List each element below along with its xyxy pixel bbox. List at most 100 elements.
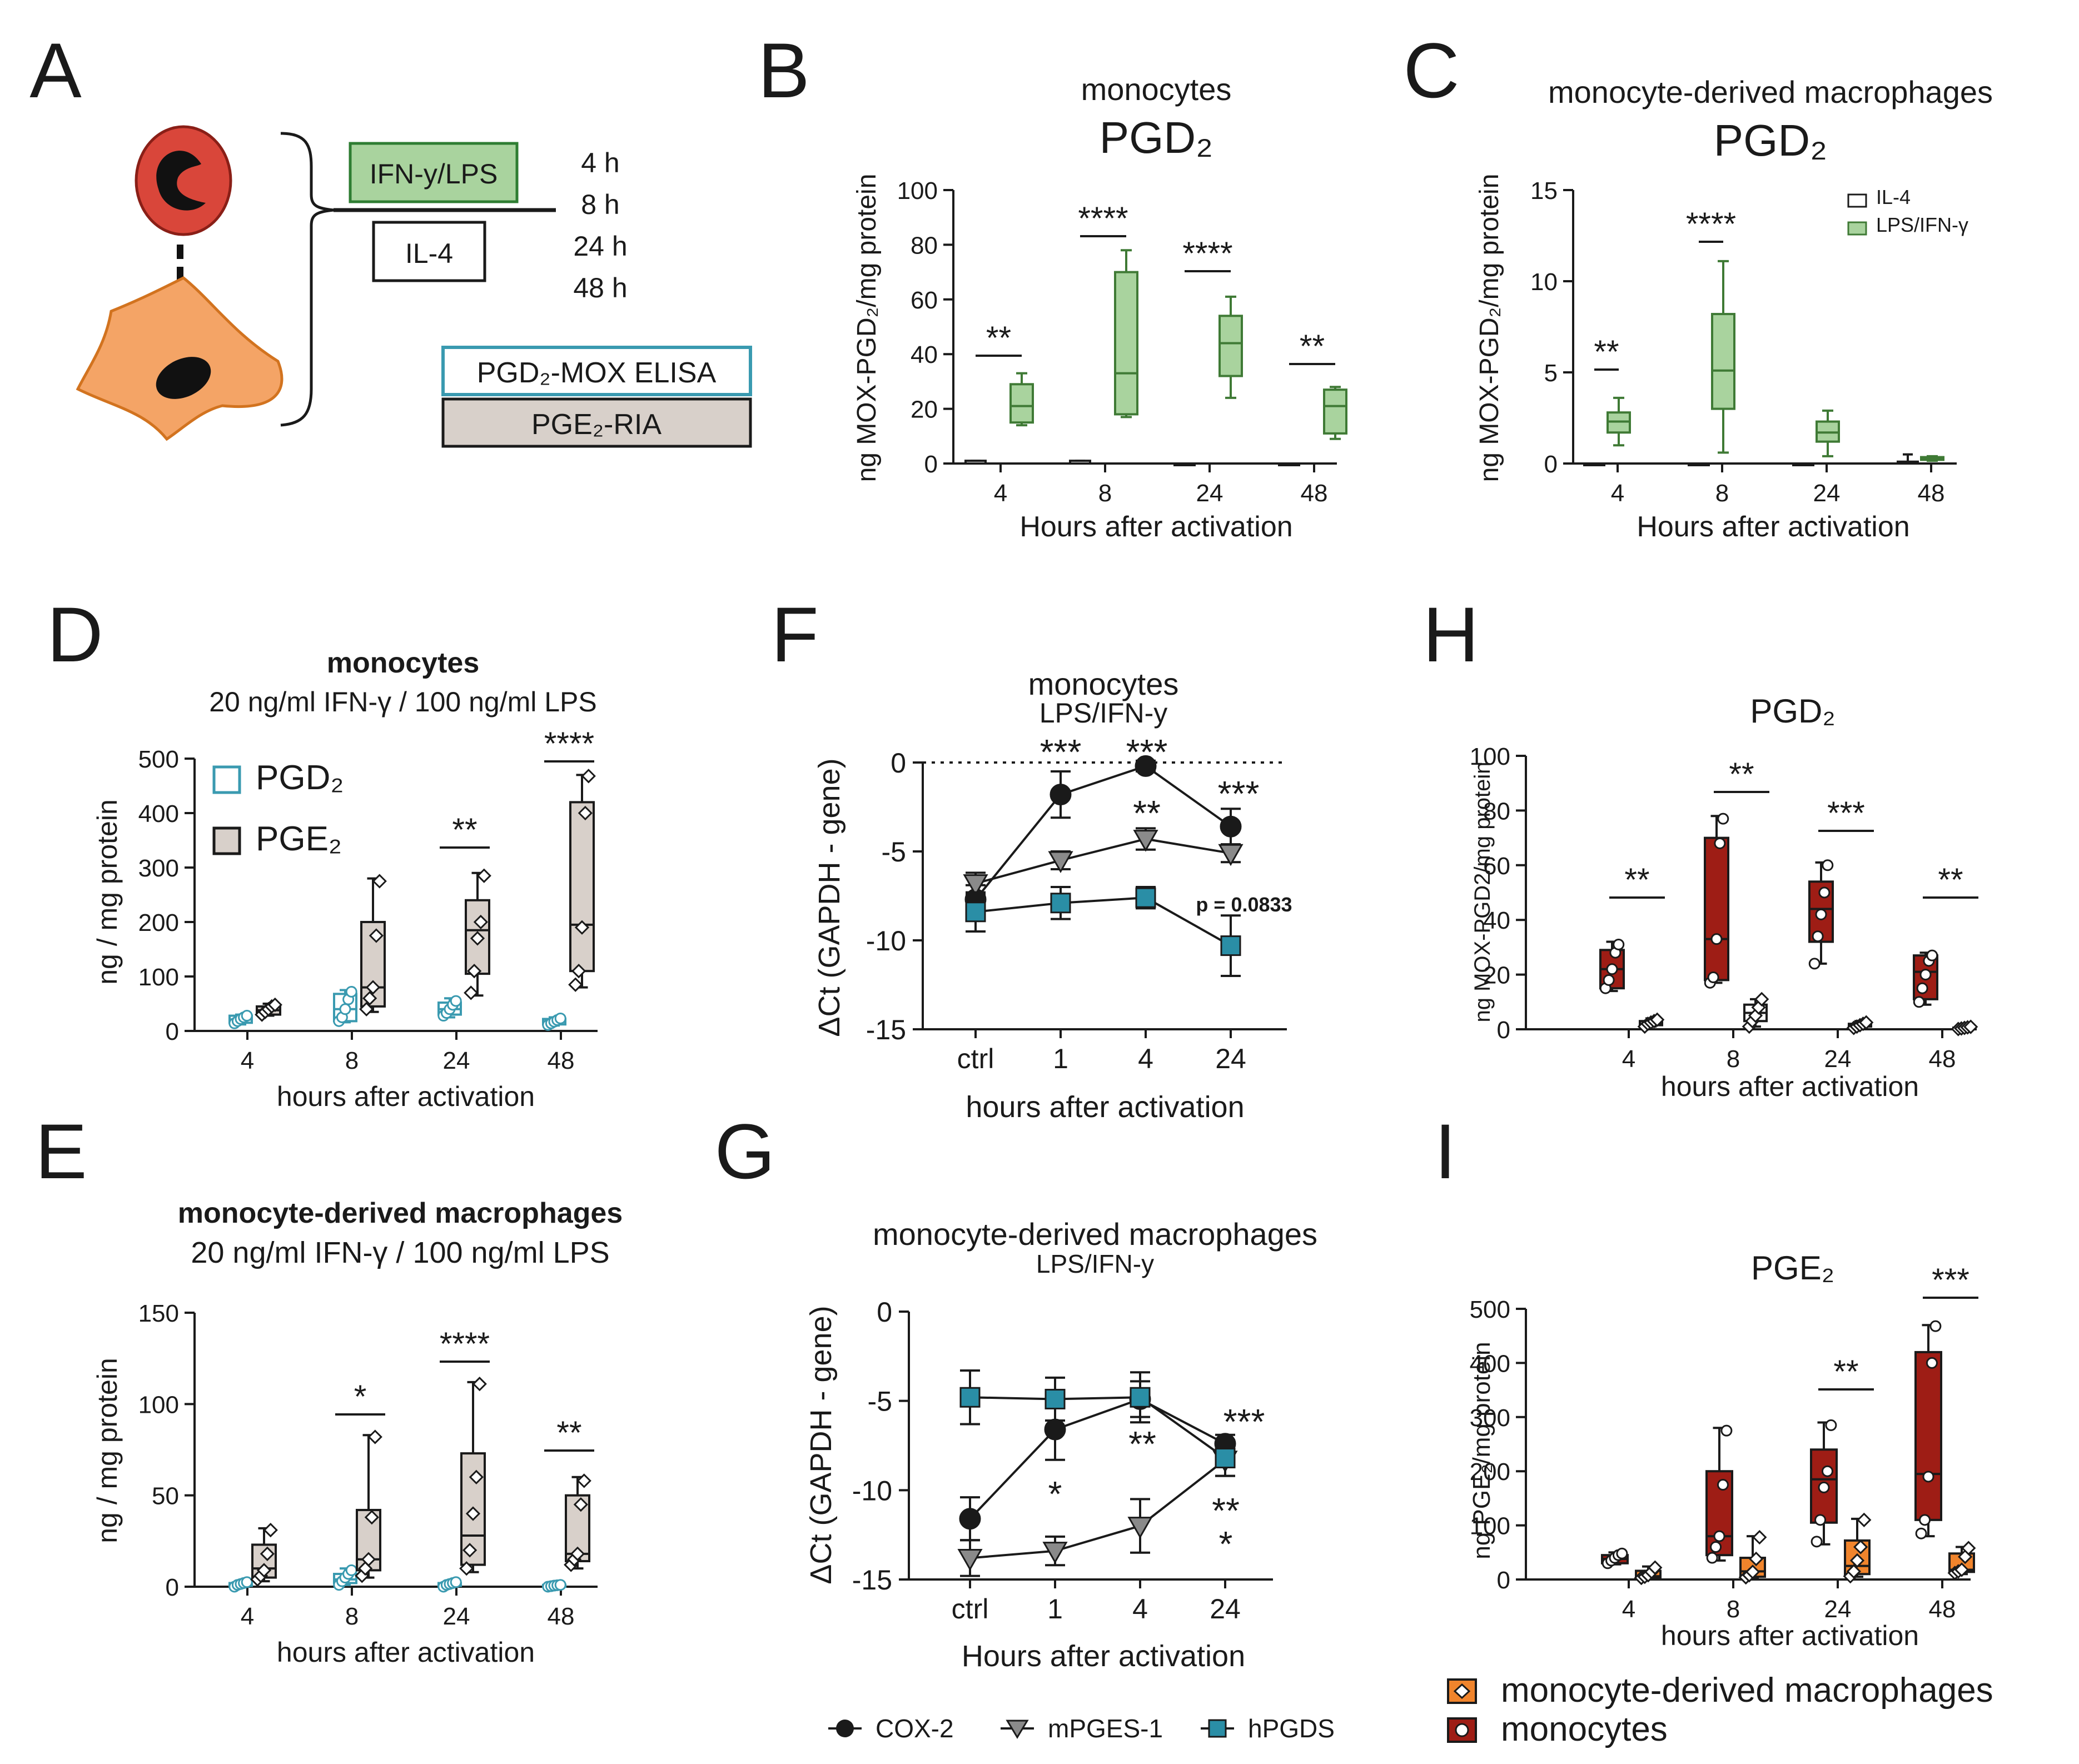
panel-h-series0-point [1916, 982, 1928, 994]
panel-h-series0-point [1603, 974, 1615, 986]
panel-c-ytick-label: 0 [1544, 451, 1558, 478]
panel-h-sig-stars: ** [1729, 756, 1754, 793]
panel-i-sig-stars: ** [1833, 1354, 1858, 1390]
panel-i-series1-point [1853, 1539, 1868, 1554]
panel-label-b: B [758, 27, 809, 114]
panel-h-series0-point [1913, 996, 1925, 1008]
panel-d-xtick-label: 4 [241, 1047, 254, 1074]
panel-e-ytick-label: 0 [166, 1574, 179, 1601]
panel-d-series1-point [581, 769, 596, 784]
panel-i-series0-point [1825, 1419, 1837, 1431]
panel-h-ytick-label: 20 [1483, 962, 1510, 989]
y-axis-label: ng / mg protein [92, 799, 123, 985]
chart-title: monocytes [327, 647, 480, 679]
y-axis-label: ΔCt (GAPDH - gene) [804, 1305, 838, 1584]
panel-h-series0-point [1812, 930, 1824, 943]
panel-i-ytick-label: 400 [1470, 1350, 1510, 1377]
hpgds-marker [1220, 935, 1241, 956]
panel-b-sig-stars: ** [1300, 328, 1325, 365]
hpgds-marker [1050, 893, 1071, 914]
legend-hpgds-marker [1208, 1719, 1227, 1738]
panel-e-series1-point [367, 1429, 382, 1444]
panel-i-series1-point [1752, 1529, 1767, 1545]
panel-d-sig-stars: **** [544, 726, 594, 762]
panel-h-series0-point [1714, 837, 1726, 849]
panel-e-series1-point [364, 1509, 380, 1525]
x-axis-label: Hours after activation [1019, 511, 1292, 543]
mpges1-marker [1048, 851, 1073, 874]
panel-b-xtick-label: 24 [1196, 480, 1223, 507]
panel-h-series0-point [1717, 813, 1729, 825]
series-line-1 [975, 838, 1231, 885]
panel-i-ytick-label: 200 [1470, 1458, 1510, 1486]
x-axis-label: Hours after activation [1637, 511, 1909, 543]
panel-i-series1-point [1857, 1512, 1872, 1527]
chart-subtitle: 20 ng/ml IFN-γ / 100 ng/ml LPS [209, 686, 597, 717]
x-axis-label: hours after activation [277, 1637, 535, 1668]
panel-i-series0-point [1811, 1536, 1823, 1548]
panel-label-i: I [1435, 1108, 1456, 1195]
macrophage-cell-icon [76, 276, 284, 441]
chart-subtitle: 20 ng/ml IFN-γ / 100 ng/ml LPS [191, 1236, 609, 1269]
xtick-label: 1 [1053, 1043, 1068, 1074]
panel-i-series0-point [1706, 1552, 1718, 1564]
panel-c-ytick-label: 5 [1544, 360, 1558, 387]
hpgds-marker [1215, 1447, 1236, 1468]
ytick-label: 0 [877, 1297, 892, 1328]
x-axis-label: hours after activation [1661, 1071, 1919, 1102]
ytick-label: -5 [868, 1386, 892, 1417]
chart-title: PGE₂ [1751, 1249, 1834, 1287]
ytick-label: -10 [852, 1475, 892, 1506]
hpgds-marker [965, 901, 986, 923]
sig-hpgds-24h: *** [1223, 1402, 1265, 1442]
mpges1-marker [963, 874, 988, 896]
panel-h-sig-stars: *** [1827, 795, 1865, 831]
panel-d-series1-point [470, 931, 485, 946]
legend-cox2-label: COX-2 [876, 1714, 954, 1743]
panel-h-xtick-label: 8 [1727, 1045, 1740, 1073]
panel-b-sig-stars: **** [1182, 236, 1232, 272]
panel-e-ytick-label: 100 [138, 1391, 179, 1418]
x-axis-label: Hours after activation [962, 1640, 1245, 1673]
panel-d-series1-point [476, 868, 491, 883]
legend-mpges1-label: mPGES-1 [1048, 1714, 1163, 1743]
legend-il4-swatch [1847, 193, 1867, 208]
panel-i-series1-point [1849, 1553, 1865, 1568]
chart-subtitle: PGD₂ [1100, 113, 1213, 162]
panel-d-ytick-label: 200 [138, 909, 179, 936]
panel-h-xtick-label: 48 [1929, 1045, 1956, 1073]
panel-e-series1-point [260, 1546, 275, 1561]
legend-lps-label: LPS/IFN-γ [1876, 213, 1968, 236]
panel-i-series0-point [1717, 1479, 1729, 1491]
panel-e-xtick-label: 48 [548, 1603, 575, 1630]
panel-h-series0-point [1707, 971, 1719, 984]
panel-c-series1-box [1711, 313, 1735, 410]
panel-e-series1-point [256, 1563, 272, 1578]
panel-b-sig-stars: ** [986, 320, 1011, 356]
y-axis-label: ng MOX-PGD₂/mg protein [852, 174, 882, 482]
panel-d-series1-box [569, 801, 595, 973]
panel-h-series1-point [1754, 991, 1769, 1007]
panel-b-series1-box [1114, 271, 1138, 416]
sig-cox2-1h: *** [1040, 732, 1082, 772]
panel-i-series1-point [1961, 1541, 1976, 1556]
xtick-label: 1 [1047, 1593, 1063, 1625]
cox2-marker [1135, 755, 1157, 777]
differentiation-dash [177, 245, 183, 259]
panel-e-series1-point [459, 1561, 474, 1576]
panel-h-series0-point [1815, 908, 1827, 920]
panel-d-series1-point [473, 914, 489, 930]
panel-e-series1-point [462, 1543, 478, 1558]
hpgds-marker [959, 1387, 981, 1408]
panel-label-d: D [47, 591, 103, 678]
panel-d-series0-point [241, 1010, 253, 1022]
mpges1-marker [957, 1548, 983, 1571]
series-line-0 [974, 765, 1232, 900]
panel-h-ytick-label: 0 [1497, 1016, 1510, 1044]
panel-label-g: G [715, 1108, 775, 1195]
legend-macrophage-label: monocyte-derived macrophages [1501, 1671, 1993, 1710]
timepoint-label: 8 h [581, 189, 620, 220]
pge2-ria-box [441, 397, 752, 448]
